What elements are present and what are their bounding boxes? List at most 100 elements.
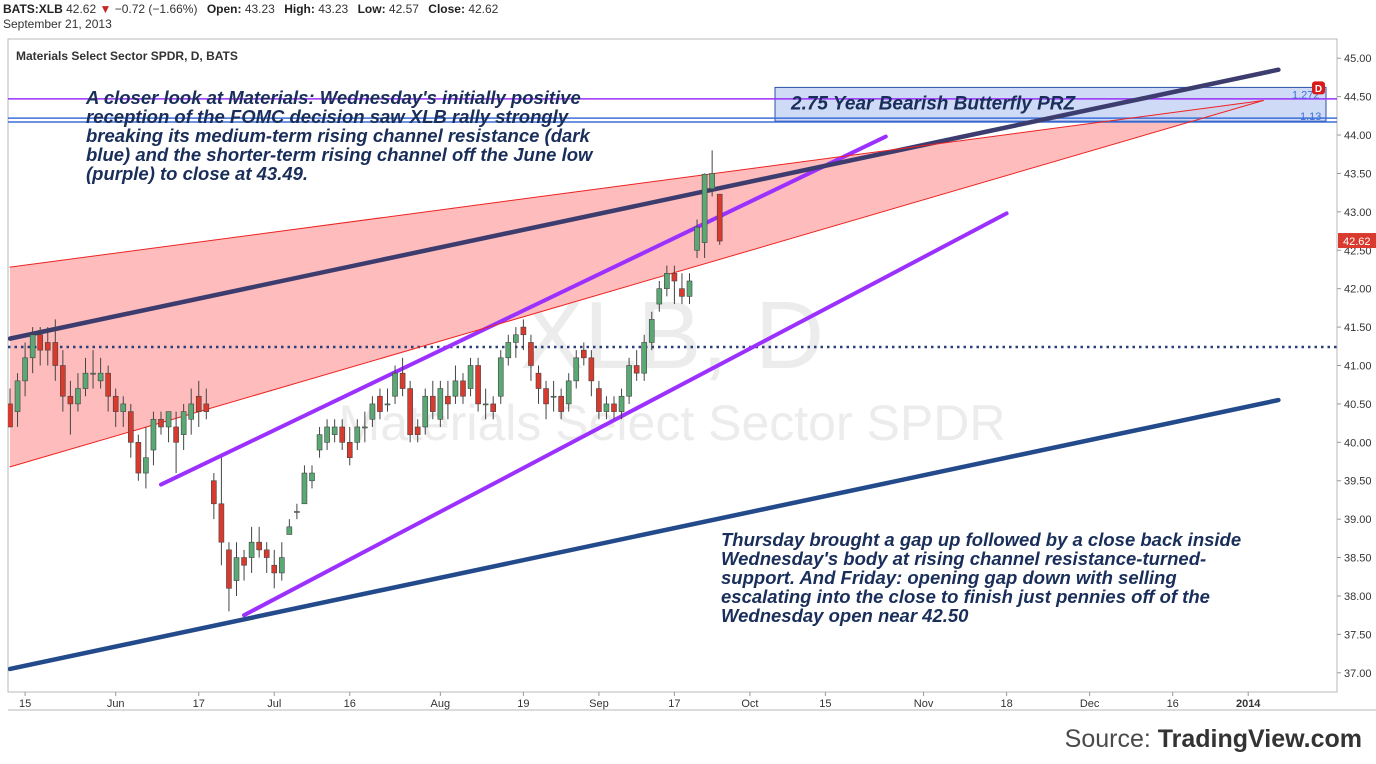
candle-body (52, 342, 59, 366)
candle (664, 265, 670, 297)
low-label: Low: (357, 2, 386, 16)
candle (309, 465, 315, 489)
x-tick-label: 15 (819, 698, 831, 710)
candle (218, 457, 225, 566)
x-tick-label: 2014 (1236, 698, 1261, 710)
candle-body (218, 503, 225, 543)
candle (226, 542, 232, 612)
candle (135, 434, 142, 481)
candle-body (294, 511, 300, 513)
candle (648, 311, 655, 351)
y-tick-label: 41.00 (1344, 361, 1372, 373)
candle-body (701, 173, 708, 243)
candle (520, 319, 527, 351)
candle (429, 380, 436, 420)
candle (377, 388, 383, 420)
high-label: High: (284, 2, 315, 16)
candle (82, 357, 89, 397)
candle-body (226, 549, 232, 589)
candle (105, 365, 111, 412)
tradingview-logo: TradingView.com (1157, 725, 1362, 753)
candle (626, 357, 632, 404)
candle-body (558, 395, 564, 412)
candle-body (414, 426, 421, 435)
high-value: 43.23 (318, 2, 349, 16)
candle (467, 357, 474, 397)
x-tick-label: Aug (431, 698, 451, 710)
candle (173, 411, 179, 474)
candle (158, 411, 164, 435)
candle-body (490, 403, 497, 412)
y-tick-label: 42.50 (1344, 245, 1372, 257)
x-tick-label: 15 (19, 698, 31, 710)
y-tick-label: 40.00 (1344, 437, 1372, 449)
candle (263, 542, 270, 573)
candle-body (543, 388, 549, 405)
candle-body (362, 426, 368, 429)
candle-body (22, 357, 28, 382)
x-tick-label: Sep (589, 698, 609, 710)
candle-body (641, 342, 648, 374)
candle-body (82, 372, 89, 389)
candle (362, 411, 368, 443)
candle (301, 465, 308, 505)
x-tick-label: 16 (1167, 698, 1179, 710)
candle-body (505, 342, 512, 359)
candle (596, 380, 602, 420)
annotation-top-line: blue) and the shorter-term rising channe… (86, 144, 594, 165)
y-tick-label: 45.00 (1344, 53, 1372, 65)
candle (671, 265, 678, 305)
candle-body (271, 564, 278, 574)
candle (475, 357, 481, 412)
candle (8, 388, 13, 428)
candle (60, 350, 66, 412)
y-tick-label: 43.50 (1344, 168, 1372, 180)
candle (528, 334, 534, 381)
candle (112, 388, 119, 427)
candle (445, 380, 451, 420)
candle (694, 219, 700, 258)
candle (437, 380, 444, 427)
candle-body (596, 388, 602, 412)
candle-body (354, 426, 361, 443)
candle (143, 426, 149, 489)
candle (573, 350, 580, 389)
x-tick-label: 19 (517, 698, 529, 710)
candle (611, 396, 617, 420)
candle-body (407, 388, 413, 435)
trend-line-1 (242, 211, 1009, 618)
annotation-top-line: A closer look at Materials: Wednesday's … (85, 87, 581, 108)
close-label: Close: (428, 2, 465, 16)
candle-body (14, 380, 21, 412)
annotation-bottom-line: escalating into the close to finish just… (721, 586, 1210, 607)
candle (716, 193, 723, 245)
watermark-name: Materials Select Sector SPDR (339, 395, 1006, 451)
candle-body (679, 288, 685, 297)
candle (535, 365, 542, 404)
x-tick-label: 18 (1000, 698, 1012, 710)
candle-body (716, 193, 723, 242)
low-value: 42.57 (388, 2, 419, 16)
candle (603, 396, 610, 420)
candle (414, 419, 421, 443)
candle-body (482, 403, 489, 406)
candle (580, 342, 587, 366)
candle (256, 526, 262, 558)
candle (497, 350, 504, 404)
y-tick-label: 37.00 (1344, 668, 1372, 680)
candle (482, 388, 489, 420)
last-price-badge-bg (1338, 233, 1376, 249)
trend-line-4 (9, 99, 1264, 268)
annotation-bottom-line: Wednesday's body at rising channel resis… (721, 548, 1206, 569)
candle-body (211, 480, 217, 505)
candle (97, 357, 104, 389)
candle-body (256, 541, 262, 551)
candle-body (241, 557, 247, 566)
chart-title: Materials Select Sector SPDR, D, BATS (16, 49, 238, 63)
candle (656, 280, 663, 312)
candle-body (248, 541, 255, 558)
candle (422, 388, 429, 435)
candle-body (694, 226, 700, 251)
trend-line-2 (8, 397, 1281, 672)
